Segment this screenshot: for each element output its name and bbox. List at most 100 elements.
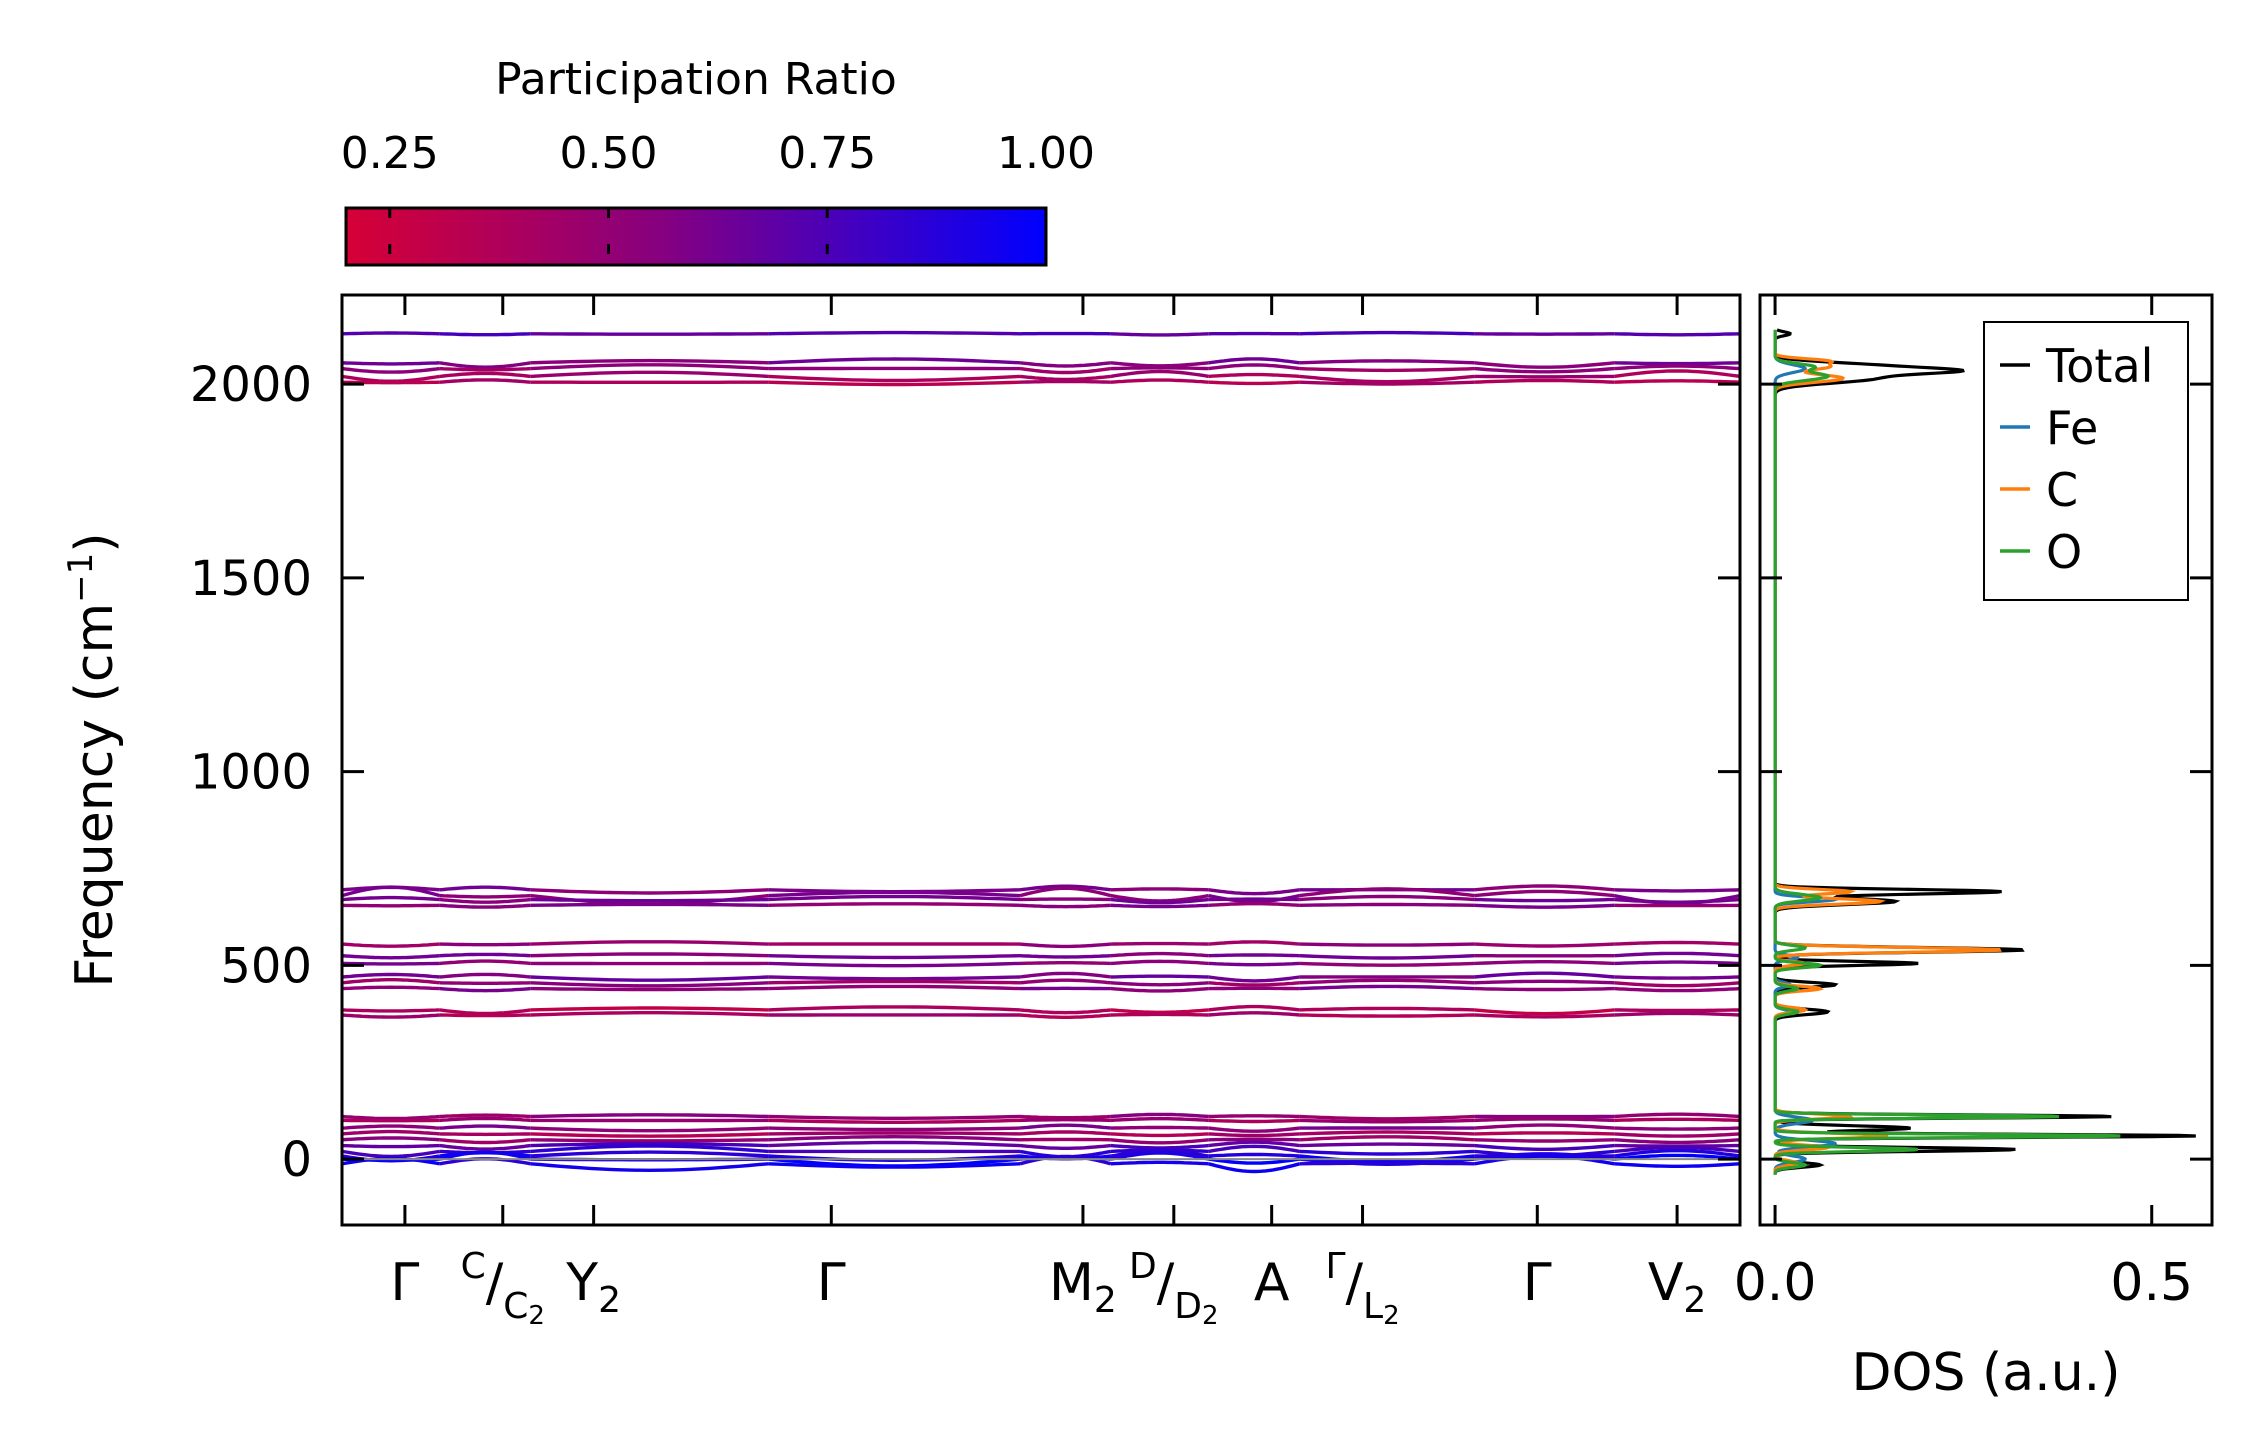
band-line <box>439 1113 531 1119</box>
band-line <box>1208 1157 1300 1165</box>
band-line <box>1208 940 1300 946</box>
band-line <box>530 986 769 992</box>
band-line <box>1299 978 1475 985</box>
band-line <box>1474 903 1615 909</box>
band-line <box>1110 974 1209 979</box>
band-line <box>1474 979 1615 985</box>
band-line <box>530 897 769 903</box>
band-line <box>530 1144 769 1154</box>
band-line <box>768 1140 1021 1148</box>
band-line <box>1110 1132 1209 1138</box>
band-line <box>1614 940 1740 946</box>
band-line <box>1019 1130 1111 1136</box>
band-line <box>1208 1152 1300 1158</box>
band-line <box>530 952 769 958</box>
band-line <box>1110 1160 1209 1166</box>
dos-series-fe <box>1773 329 1841 1175</box>
band-line <box>1299 1130 1475 1136</box>
band-line <box>1299 330 1475 336</box>
band-line <box>1299 366 1475 373</box>
band-line <box>530 1132 769 1138</box>
band-line <box>1208 380 1300 386</box>
colorbar: Participation Ratio 0.25 0.50 0.75 1.00 <box>341 54 1095 267</box>
band-line <box>342 374 441 383</box>
band-line <box>768 902 1021 907</box>
band-line <box>1110 959 1209 966</box>
band-line <box>1110 887 1209 892</box>
high-symmetry-label: A <box>1254 1253 1290 1313</box>
band-line <box>768 374 1021 383</box>
band-line <box>1474 361 1615 369</box>
band-line <box>1110 903 1209 909</box>
band-line <box>1110 361 1209 368</box>
band-line <box>1299 887 1475 898</box>
high-symmetry-label: Γ <box>390 1253 419 1313</box>
band-line <box>1299 942 1475 947</box>
band-line <box>342 1013 441 1019</box>
band-line <box>530 940 769 946</box>
band-line <box>1614 1112 1740 1119</box>
band-line <box>1110 981 1209 987</box>
band-line <box>1019 1008 1112 1015</box>
band-line <box>1019 978 1112 985</box>
band-line <box>530 370 769 379</box>
band-line <box>342 885 441 898</box>
band-line <box>342 954 441 960</box>
band-line <box>1019 366 1112 375</box>
band-line <box>1110 1112 1209 1119</box>
high-symmetry-label: Γ <box>817 1253 846 1313</box>
y-tick-label: 1500 <box>190 551 312 607</box>
band-line <box>1614 951 1740 958</box>
band-line <box>1614 361 1740 366</box>
band-line <box>1299 1114 1475 1121</box>
band-line <box>439 885 531 892</box>
legend-label: Fe <box>2046 401 2098 455</box>
band-line <box>1474 884 1615 892</box>
band-line <box>1614 1138 1740 1145</box>
band-line <box>1208 888 1300 896</box>
band-line <box>342 978 441 985</box>
band-line <box>768 1131 1021 1136</box>
band-line <box>1614 1153 1740 1161</box>
band-line <box>439 1008 531 1016</box>
band-line <box>768 1005 1021 1012</box>
band-line <box>1474 897 1615 903</box>
dos-panel: 0.0 0.5 DOS (a.u.) Total Fe CO <box>1734 293 2214 1403</box>
high-symmetry-label: M2 <box>1049 1253 1117 1321</box>
main-axes-frame <box>340 293 1742 1227</box>
dos-axes-frame <box>1758 293 2214 1227</box>
band-line <box>768 1154 1021 1163</box>
band-line <box>1019 886 1112 898</box>
band-line <box>342 972 441 979</box>
legend-label: C <box>2046 463 2078 517</box>
high-symmetry-labels: Γ C/C2 Y2 Γ M2D/D2 A Γ/L2 Γ V2 <box>390 1246 1706 1331</box>
band-line <box>342 1143 440 1149</box>
band-line <box>768 894 1021 902</box>
band-line <box>1208 1118 1300 1124</box>
band-line <box>768 380 1021 387</box>
band-line <box>1019 942 1112 949</box>
band-line <box>1614 897 1740 904</box>
high-symmetry-label: C/C2 <box>461 1246 545 1331</box>
band-line <box>1208 1144 1300 1154</box>
band-line <box>1299 1118 1475 1124</box>
band-line <box>1110 369 1210 379</box>
legend-items: Total Fe CO <box>2000 339 2153 579</box>
main-y-ticks: 0 500 1000 1500 2000 <box>190 357 1740 1188</box>
band-line <box>768 1114 1021 1120</box>
band-line <box>1208 357 1300 365</box>
colorbar-tick-label: 1.00 <box>997 128 1095 179</box>
y-axis-label: Frequency (cm−1) <box>61 532 125 987</box>
band-line <box>530 1150 769 1158</box>
high-symmetry-label: Y2 <box>565 1253 621 1321</box>
band-line <box>1208 363 1300 371</box>
band-line <box>439 371 531 379</box>
band-line <box>1110 941 1209 946</box>
band-line <box>1474 960 1615 966</box>
band-line <box>1110 366 1209 371</box>
band-line <box>439 1132 531 1137</box>
colorbar-tick-label: 0.75 <box>778 128 876 179</box>
band-line <box>1019 374 1112 382</box>
